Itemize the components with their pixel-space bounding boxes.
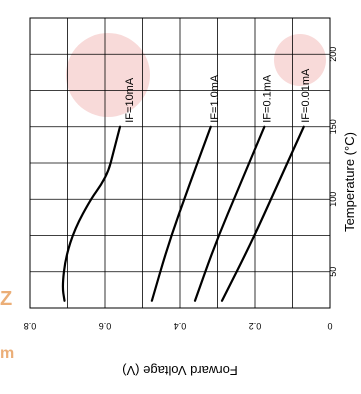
- series-label-layer: IF=10mA IF=1.0mA IF=0.1mA IF=0.01mA: [124, 68, 312, 123]
- vertical-grid: [29, 18, 331, 308]
- y-axis-title: Forward Voltage (V): [122, 363, 238, 378]
- y-tick-label: 0.6: [99, 321, 112, 331]
- series-line-3: [193, 125, 266, 302]
- series-line-2: [150, 125, 212, 302]
- x-tick-label: 200: [328, 47, 338, 62]
- svg-text:m: m: [0, 345, 14, 362]
- series-line-4: [220, 125, 305, 302]
- x-axis-title: Temperature (°C): [342, 132, 357, 232]
- y-tick-labels: 0 0.2 0.4 0.6 0.8: [24, 321, 333, 331]
- series-line-1: [61, 125, 122, 302]
- series-layer: [61, 125, 305, 302]
- watermark-corner: Z m: [0, 288, 14, 362]
- x-tick-label: 100: [328, 192, 338, 207]
- y-tick-label: 0.2: [249, 321, 262, 331]
- series-label-1: IF=10mA: [124, 77, 136, 123]
- x-tick-label: 50: [328, 267, 338, 277]
- series-label-3: IF=0.1mA: [261, 74, 273, 123]
- series-label-4: IF=0.01mA: [300, 68, 312, 123]
- svg-text:Z: Z: [0, 288, 12, 310]
- series-label-2: IF=1.0mA: [209, 74, 221, 123]
- y-tick-label: 0.4: [174, 321, 187, 331]
- x-tick-label: 150: [328, 119, 338, 134]
- y-tick-label: 0: [327, 321, 332, 331]
- x-tick-labels: 50 100 150 200: [328, 47, 338, 277]
- y-tick-label: 0.8: [24, 321, 37, 331]
